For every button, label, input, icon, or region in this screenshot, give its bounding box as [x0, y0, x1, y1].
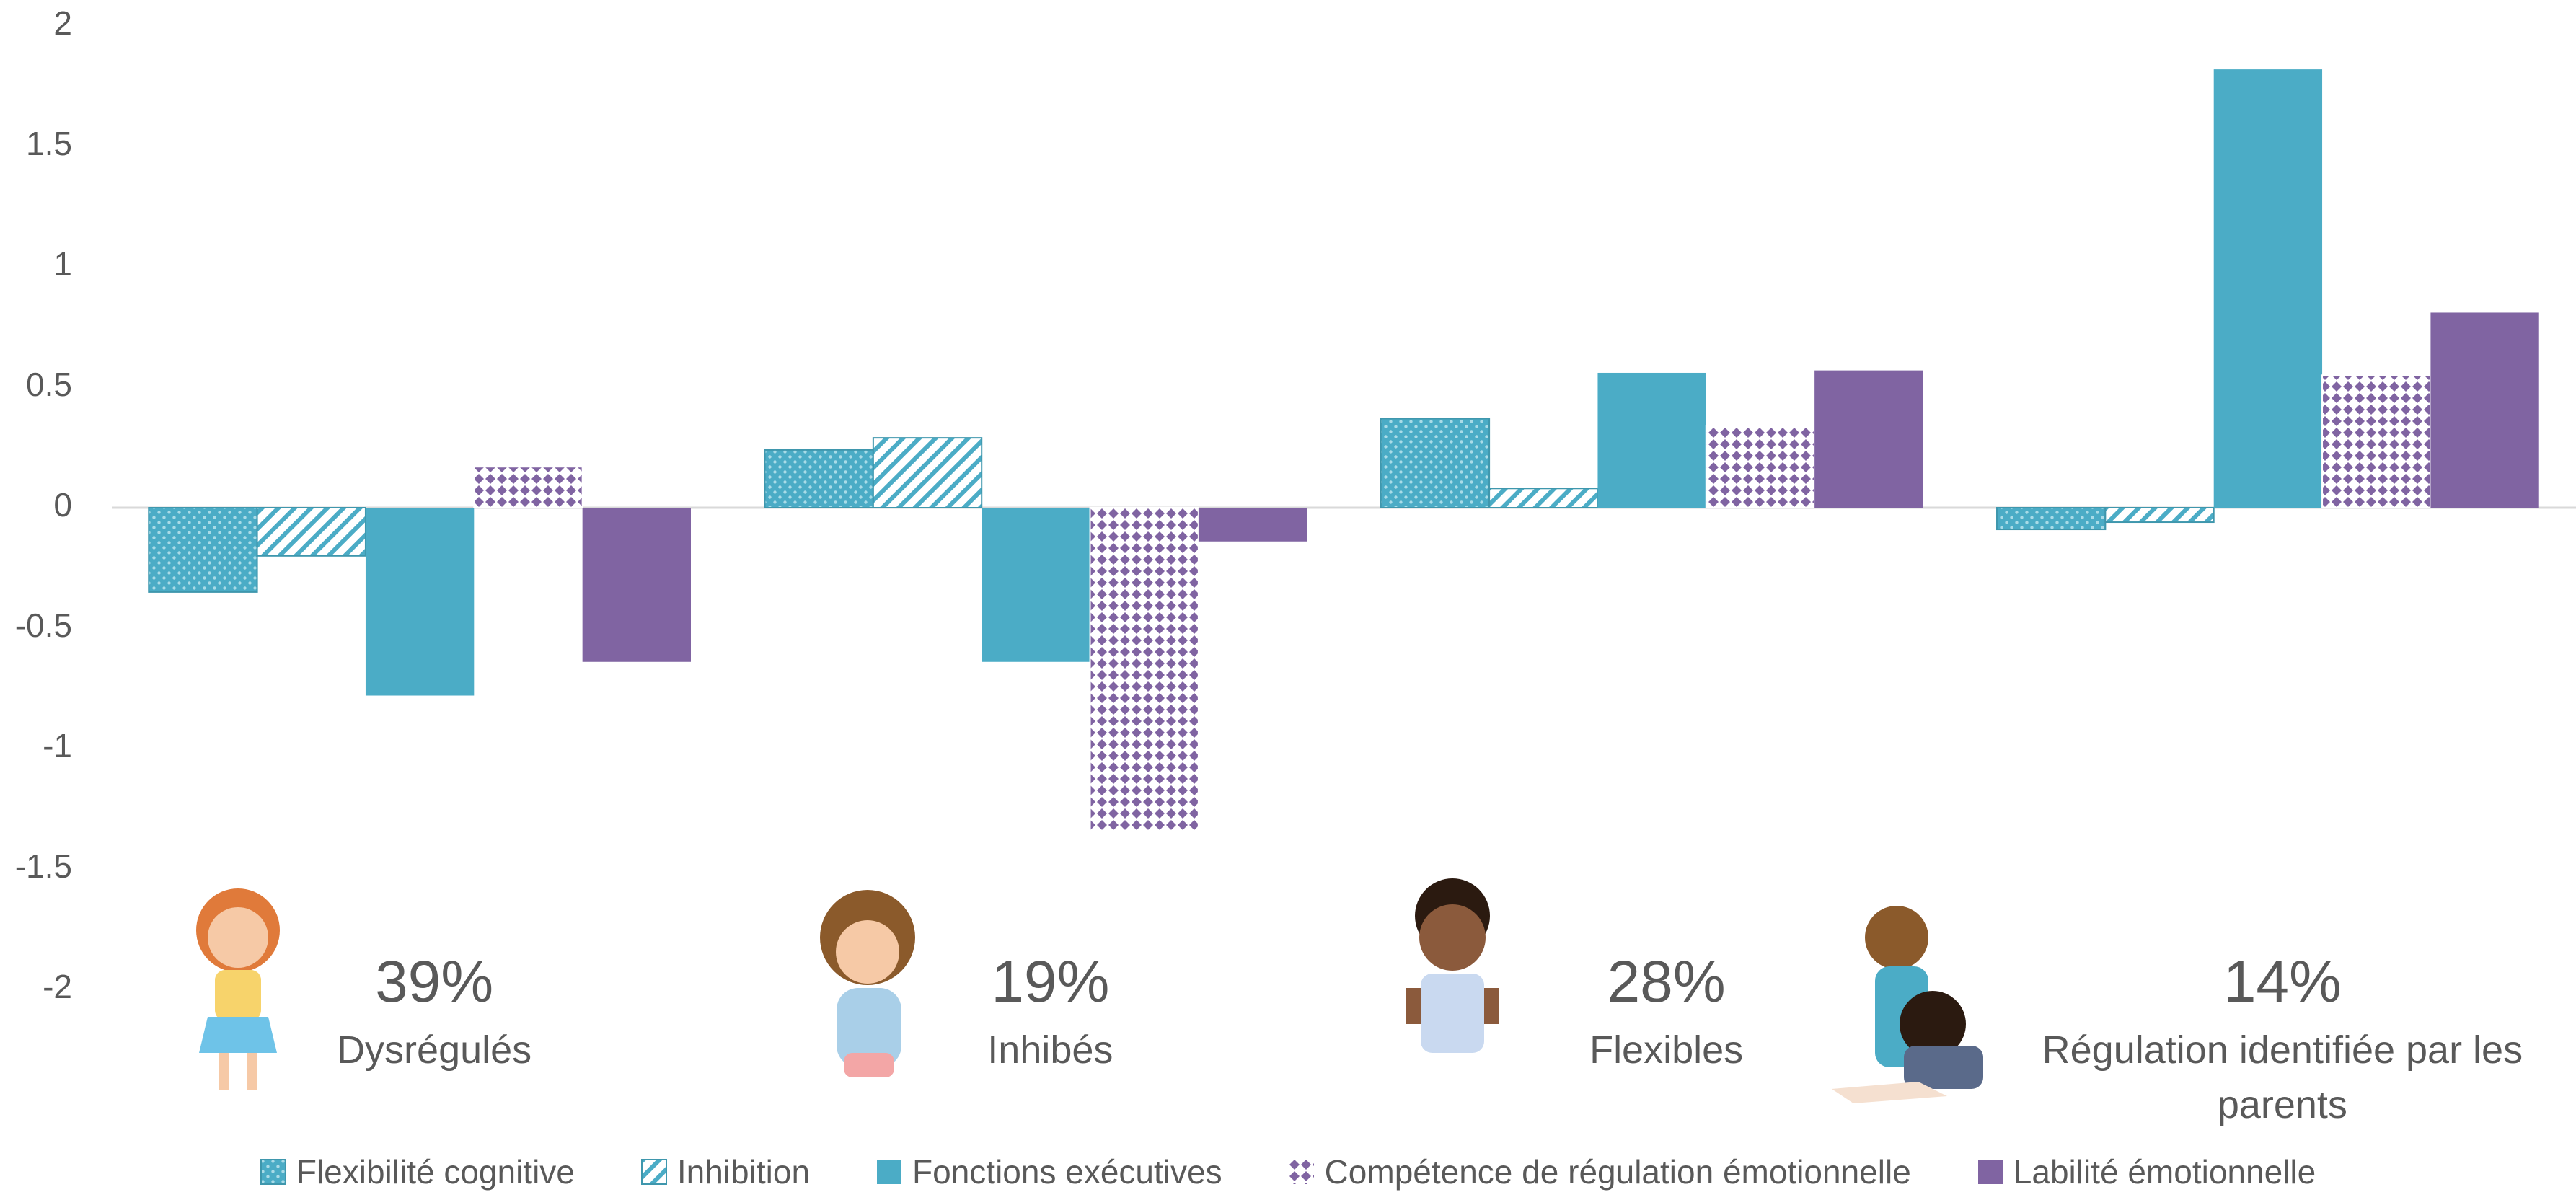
y-tick-label: -1.5	[15, 847, 72, 885]
bar	[365, 508, 475, 696]
y-tick-label: -1	[43, 727, 72, 764]
bar	[2104, 507, 2215, 524]
legend-swatch-fill	[260, 1159, 286, 1185]
bar	[2213, 69, 2323, 508]
bar	[1488, 488, 1599, 509]
bar	[1996, 507, 2107, 531]
y-tick-label: -2	[43, 968, 72, 1005]
legend: Flexibilité cognitive Inhibition Fonctions…	[0, 1152, 2576, 1191]
group-share: 14%	[2223, 949, 2342, 1015]
illustration	[820, 890, 915, 1077]
group-name: Régulation identifiée par les parents	[2042, 1028, 2523, 1126]
legend-item: Compétence de régulation émotionnelle	[1289, 1152, 1911, 1191]
bar	[2321, 374, 2432, 508]
legend-swatch-fill	[1977, 1160, 2003, 1184]
legend-label: Flexibilité cognitive	[296, 1153, 575, 1191]
bar	[1814, 370, 1923, 508]
legend-swatch	[1977, 1160, 2003, 1184]
legend-label: Labilité émotionnelle	[2013, 1153, 2316, 1191]
legend-swatch	[640, 1159, 667, 1185]
chart: -2 -1.5 -1 -0.5 0 0.5 1 1.5 2	[15, 4, 2576, 1103]
group-share: 39%	[375, 949, 494, 1015]
group-name: Flexibles	[1589, 1028, 1744, 1072]
legend-item: Inhibition	[640, 1152, 811, 1191]
bar	[872, 437, 983, 509]
bar	[1198, 508, 1307, 542]
legend-swatch	[1289, 1160, 1314, 1184]
y-tick-label: 0	[53, 486, 72, 524]
bar	[256, 507, 366, 557]
legend-label: Fonctions exécutives	[912, 1153, 1222, 1191]
legend-swatch-fill	[877, 1160, 902, 1184]
legend-swatch-fill	[1289, 1160, 1314, 1184]
group-share: 28%	[1607, 949, 1726, 1015]
legend-item: Labilité émotionnelle	[1977, 1152, 2316, 1191]
group-share: 19%	[991, 949, 1110, 1015]
bar	[148, 507, 258, 593]
bar	[1089, 507, 1199, 831]
illustration	[1832, 906, 1983, 1103]
bar	[473, 466, 583, 508]
y-tick-label: -0.5	[15, 606, 72, 644]
legend-swatch	[877, 1160, 902, 1184]
bar	[982, 508, 1090, 662]
bar	[1380, 418, 1491, 508]
bar	[2430, 312, 2539, 508]
y-tick-label: 2	[53, 4, 72, 42]
group-name: Inhibés	[987, 1028, 1113, 1072]
legend-swatch	[260, 1159, 286, 1185]
y-tick-label: 1.5	[26, 125, 72, 162]
legend-label: Compétence de régulation émotionnelle	[1324, 1153, 1911, 1191]
illustration	[1406, 878, 1499, 1053]
bar	[764, 449, 874, 509]
legend-swatch-fill	[640, 1159, 667, 1185]
group-name: Dysrégulés	[337, 1028, 532, 1072]
legend-label: Inhibition	[676, 1153, 811, 1191]
y-tick-label: 1	[53, 245, 72, 283]
illustration	[196, 888, 280, 1090]
legend-item: Fonctions exécutives	[876, 1152, 1222, 1191]
legend-item: Flexibilité cognitive	[260, 1152, 575, 1191]
bar	[1597, 372, 1706, 508]
bar	[582, 508, 691, 662]
bar	[1705, 425, 1816, 508]
y-tick-label: 0.5	[26, 366, 72, 403]
